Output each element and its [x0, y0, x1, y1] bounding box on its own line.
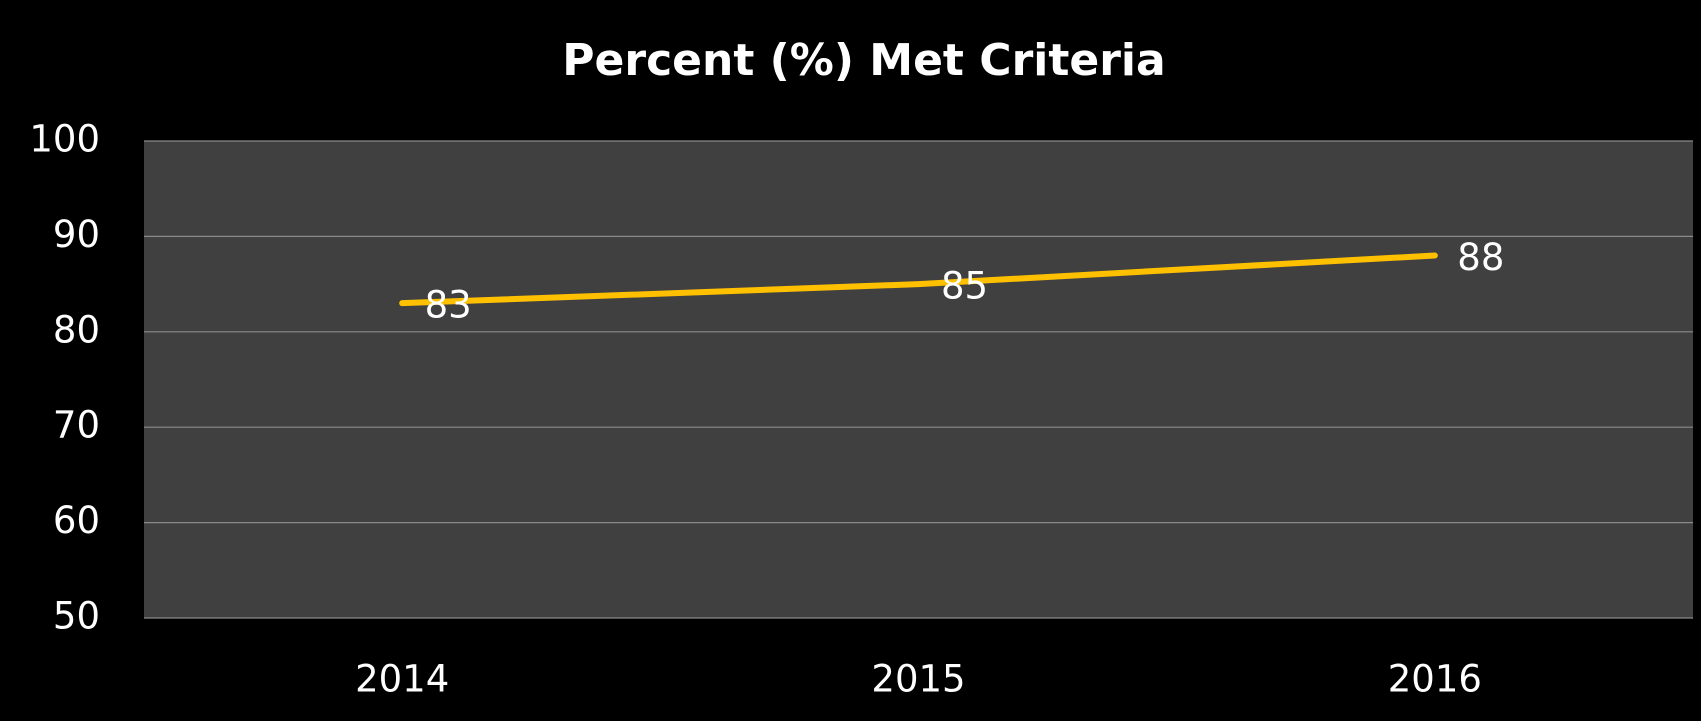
x-tick-label: 2016: [1388, 658, 1482, 701]
y-tick-label: 60: [53, 499, 100, 542]
y-tick-label: 50: [53, 595, 100, 638]
y-tick-label: 80: [53, 308, 100, 351]
x-tick-label: 2014: [355, 658, 449, 701]
y-tick-label: 100: [29, 118, 100, 161]
chart-title: Percent (%) Met Criteria: [562, 35, 1165, 86]
x-tick-label: 2015: [871, 658, 965, 701]
data-label: 85: [941, 265, 988, 308]
y-tick-label: 70: [53, 404, 100, 447]
data-label: 88: [1457, 236, 1504, 279]
data-label: 83: [425, 284, 472, 327]
y-tick-label: 90: [53, 213, 100, 256]
line: [399, 252, 1438, 307]
plot-area: [144, 141, 1693, 618]
